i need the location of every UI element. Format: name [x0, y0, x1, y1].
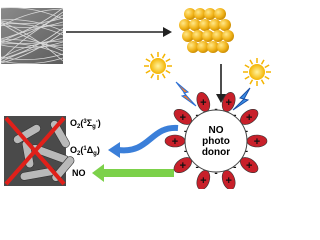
plus-sign: +	[225, 97, 231, 109]
nanoparticle	[184, 8, 196, 20]
fiber	[0, 11, 64, 44]
fibers	[0, 7, 64, 65]
plus-sign: +	[246, 112, 252, 124]
sun-ray	[161, 73, 166, 79]
plus-sign: +	[172, 136, 178, 148]
fiber	[0, 24, 64, 43]
suns	[144, 52, 271, 86]
triplet-oxygen-label: O2(3Σg-)	[70, 118, 101, 130]
nanoparticle	[194, 8, 206, 20]
nanoparticle	[207, 41, 219, 53]
fiber	[0, 31, 64, 64]
minus-sign: -	[233, 110, 236, 121]
sun-ray	[165, 58, 171, 63]
charged-shell: +-+-+-+-+-+-+-+-+-+-	[164, 92, 268, 190]
plus-sign: +	[180, 112, 186, 124]
nanoparticle	[189, 19, 201, 31]
nanoparticle	[217, 41, 229, 53]
no-label: NO	[72, 168, 86, 178]
sun-ray	[260, 59, 265, 65]
donor-core	[184, 109, 248, 173]
light-bolt	[232, 87, 251, 111]
sun-ray	[249, 79, 254, 85]
plus-sign: +	[180, 160, 186, 172]
minus-sign: -	[214, 168, 217, 179]
sun-ray	[150, 73, 155, 79]
fiber	[0, 8, 64, 27]
sun-ray	[249, 59, 254, 65]
fiber	[0, 27, 64, 60]
nanoparticle	[204, 8, 216, 20]
fiber	[0, 57, 64, 65]
fiber	[0, 17, 64, 25]
nanoparticle	[187, 41, 199, 53]
minus-sign: -	[245, 146, 248, 157]
sun-ray	[244, 64, 250, 69]
nanoparticle	[199, 19, 211, 31]
sun-ray	[165, 69, 171, 74]
donor-label: NO	[209, 125, 224, 136]
nanoparticle	[192, 30, 204, 42]
page: +-+-+-+-+-+-+-+-+-+- NO photo donor O2(3…	[0, 7, 271, 190]
sun	[150, 58, 166, 74]
fiber	[0, 37, 64, 45]
sun-ray	[264, 64, 270, 69]
bacterium	[13, 124, 41, 144]
minus-sign: -	[184, 146, 187, 157]
plus-sign: +	[254, 136, 260, 148]
fiber	[0, 14, 64, 61]
plus-sign: +	[246, 160, 252, 172]
nanoparticle	[212, 30, 224, 42]
sun	[249, 64, 265, 80]
cross	[4, 116, 66, 186]
graphical-abstract: +-+-+-+-+-+-+-+-+-+- NO photo donor O2(3…	[0, 7, 271, 190]
arrow-head	[163, 27, 172, 37]
nanoparticle	[179, 19, 191, 31]
blue-arrow	[117, 124, 179, 154]
sun-ray	[145, 58, 151, 63]
fiber	[0, 19, 64, 32]
singlet-oxygen-label: O2(1Δg)	[70, 145, 100, 157]
nanoparticle	[214, 8, 226, 20]
sun-ray	[145, 69, 151, 74]
sun-ray	[244, 75, 250, 80]
sun-ray	[264, 75, 270, 80]
nanoparticle	[197, 41, 209, 53]
plus-sign: +	[200, 175, 206, 187]
sun-ray	[260, 79, 265, 85]
plus-sign: +	[225, 175, 231, 187]
light-bolt	[175, 81, 197, 107]
fiber	[0, 39, 64, 52]
sun-ray	[161, 53, 166, 59]
donor-label: photo	[202, 136, 230, 147]
nanoparticles	[179, 8, 234, 53]
fiber	[0, 40, 64, 59]
fiber	[0, 21, 64, 62]
minus-sign: -	[196, 110, 199, 121]
nanoparticle	[209, 19, 221, 31]
donor-label: donor	[202, 147, 230, 158]
green-arrow	[102, 169, 174, 177]
minus-sign: -	[184, 126, 187, 137]
nanoparticle	[222, 30, 234, 42]
arrow-head	[216, 94, 226, 103]
minus-sign: -	[233, 162, 236, 173]
nanoparticle	[219, 19, 231, 31]
sun-ray	[150, 53, 155, 59]
fiber	[0, 22, 64, 49]
nanoparticle	[182, 30, 194, 42]
fiber	[0, 7, 64, 40]
arrow-head	[92, 164, 104, 182]
minus-sign: -	[196, 162, 199, 173]
plus-sign: +	[200, 97, 206, 109]
fiber	[0, 44, 64, 63]
nanoparticle	[202, 30, 214, 42]
minus-sign: -	[245, 126, 248, 137]
arrow-head	[108, 142, 120, 158]
fiber	[0, 53, 64, 61]
